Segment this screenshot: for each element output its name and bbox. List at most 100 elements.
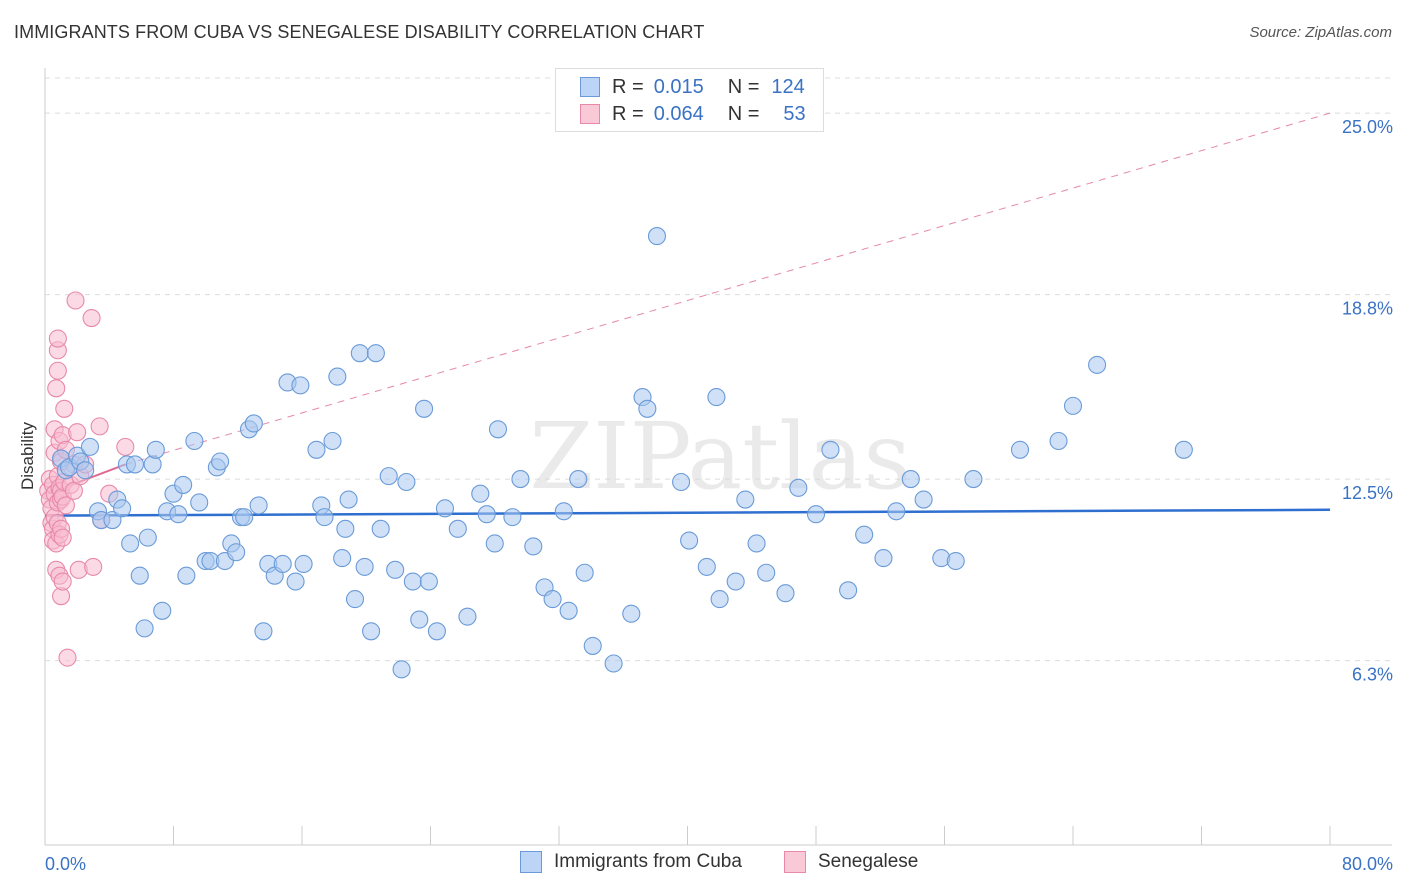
cuba-point: [125, 455, 144, 474]
senegalese-point: [55, 399, 74, 418]
cuba-point: [680, 531, 699, 550]
cuba-point: [427, 622, 446, 641]
cuba-point: [776, 584, 795, 603]
y-axis-label: Disability: [18, 421, 37, 490]
cuba-point: [138, 528, 157, 547]
cuba-point: [458, 607, 477, 626]
x-tick-label: 80.0%: [1342, 854, 1393, 874]
senegalese-point: [58, 648, 77, 667]
cuba-point: [1174, 440, 1193, 459]
senegalese-point: [68, 423, 87, 442]
cuba-point: [435, 499, 455, 518]
legend-n-value: 124: [771, 75, 805, 98]
cuba-point: [379, 467, 398, 486]
cuba-point: [1049, 431, 1068, 451]
cuba-point: [887, 502, 906, 521]
cuba-point: [392, 660, 411, 679]
cuba-point: [211, 452, 230, 471]
cuba-point: [946, 551, 965, 571]
cuba-point: [143, 455, 162, 474]
y-tick-label: 6.3%: [1352, 665, 1393, 685]
chart-title: IMMIGRANTS FROM CUBA VS SENEGALESE DISAB…: [14, 22, 705, 42]
cuba-point: [249, 496, 268, 515]
senegalese-point: [84, 557, 103, 576]
cuba-point: [76, 461, 95, 480]
cuba-point: [410, 610, 429, 629]
cuba-point: [403, 572, 422, 591]
cuba-point: [559, 601, 578, 620]
cuba-point: [726, 572, 745, 591]
cuba-point: [336, 519, 355, 538]
legend-row-cuba: R = 0.015 N = 124: [580, 74, 805, 100]
legend-row-senegalese: R = 0.064 N = 53: [580, 101, 806, 127]
legend-n-value: 53: [783, 102, 806, 125]
legend-r-label: R =: [612, 75, 644, 98]
cuba-point: [177, 566, 196, 585]
cuba-point: [1010, 440, 1030, 459]
cuba-point: [821, 440, 840, 459]
legend-swatch-senegalese: [580, 104, 600, 124]
cuba-point: [524, 537, 543, 556]
cuba-trendline: [44, 508, 1331, 517]
y-tick-label: 18.8%: [1342, 299, 1393, 319]
senegalese-point: [90, 417, 109, 436]
y-tick-label: 25.0%: [1342, 117, 1393, 137]
cuba-point: [153, 601, 172, 620]
cuba-point: [419, 572, 438, 591]
cuba-point: [291, 376, 310, 395]
cuba-point: [488, 420, 508, 439]
cuba-point: [874, 549, 893, 568]
cuba-point: [789, 478, 808, 497]
cuba-point: [174, 475, 193, 494]
senegalese-point: [47, 379, 66, 398]
cuba-point: [286, 572, 305, 591]
cuba-point: [185, 431, 204, 451]
cuba-point: [471, 484, 490, 503]
cuba-point: [511, 470, 530, 489]
cuba-point: [485, 534, 504, 553]
senegalese-point: [48, 329, 67, 348]
cuba-point: [273, 554, 292, 574]
cuba-point: [323, 431, 342, 451]
cuba-point: [386, 560, 405, 579]
cuba-point: [914, 490, 933, 509]
cuba-point: [477, 505, 496, 524]
cuba-point: [146, 440, 165, 459]
senegalese-point: [48, 361, 67, 380]
y-tick-label: 12.5%: [1342, 483, 1393, 503]
bottom-legend-swatch-senegalese: [784, 851, 806, 873]
label-layer: 6.3% 12.5% 18.8% 25.0% 0.0% 80.0% Disability: [18, 117, 1393, 874]
cuba-point: [113, 499, 132, 518]
cuba-point: [135, 619, 154, 638]
cuba-point: [622, 604, 641, 623]
cuba-point: [235, 508, 254, 527]
cuba-point: [328, 367, 347, 386]
cuba-point: [307, 440, 326, 459]
legend-n-label: N =: [727, 102, 760, 125]
cuba-point: [397, 472, 416, 492]
cuba-point: [371, 519, 390, 538]
cuba-point: [672, 472, 691, 492]
cuba-point: [366, 344, 385, 363]
cuba-point: [415, 399, 434, 418]
cuba-point: [747, 534, 766, 553]
cuba-point: [1063, 396, 1083, 415]
senegalese-point: [116, 437, 135, 456]
cuba-point: [227, 543, 246, 562]
senegalese-point: [56, 496, 75, 515]
stats-legend: R = 0.015 N = 124 R = 0.064 N = 53: [555, 68, 824, 132]
legend-n-label: N =: [727, 75, 760, 98]
cuba-point: [806, 505, 826, 524]
watermark: ZIPatlas: [529, 403, 910, 510]
x-tick-label: 0.0%: [45, 854, 86, 874]
cuba-point: [333, 549, 352, 568]
cuba-point: [855, 525, 874, 544]
cuba-point: [638, 399, 657, 418]
bottom-legend-senegalese: Senegalese: [784, 851, 918, 873]
cuba-point: [554, 502, 573, 521]
cuba-point: [604, 654, 623, 673]
cuba-point: [294, 554, 313, 574]
cuba-point: [448, 519, 467, 538]
points-layer: [39, 227, 1193, 679]
